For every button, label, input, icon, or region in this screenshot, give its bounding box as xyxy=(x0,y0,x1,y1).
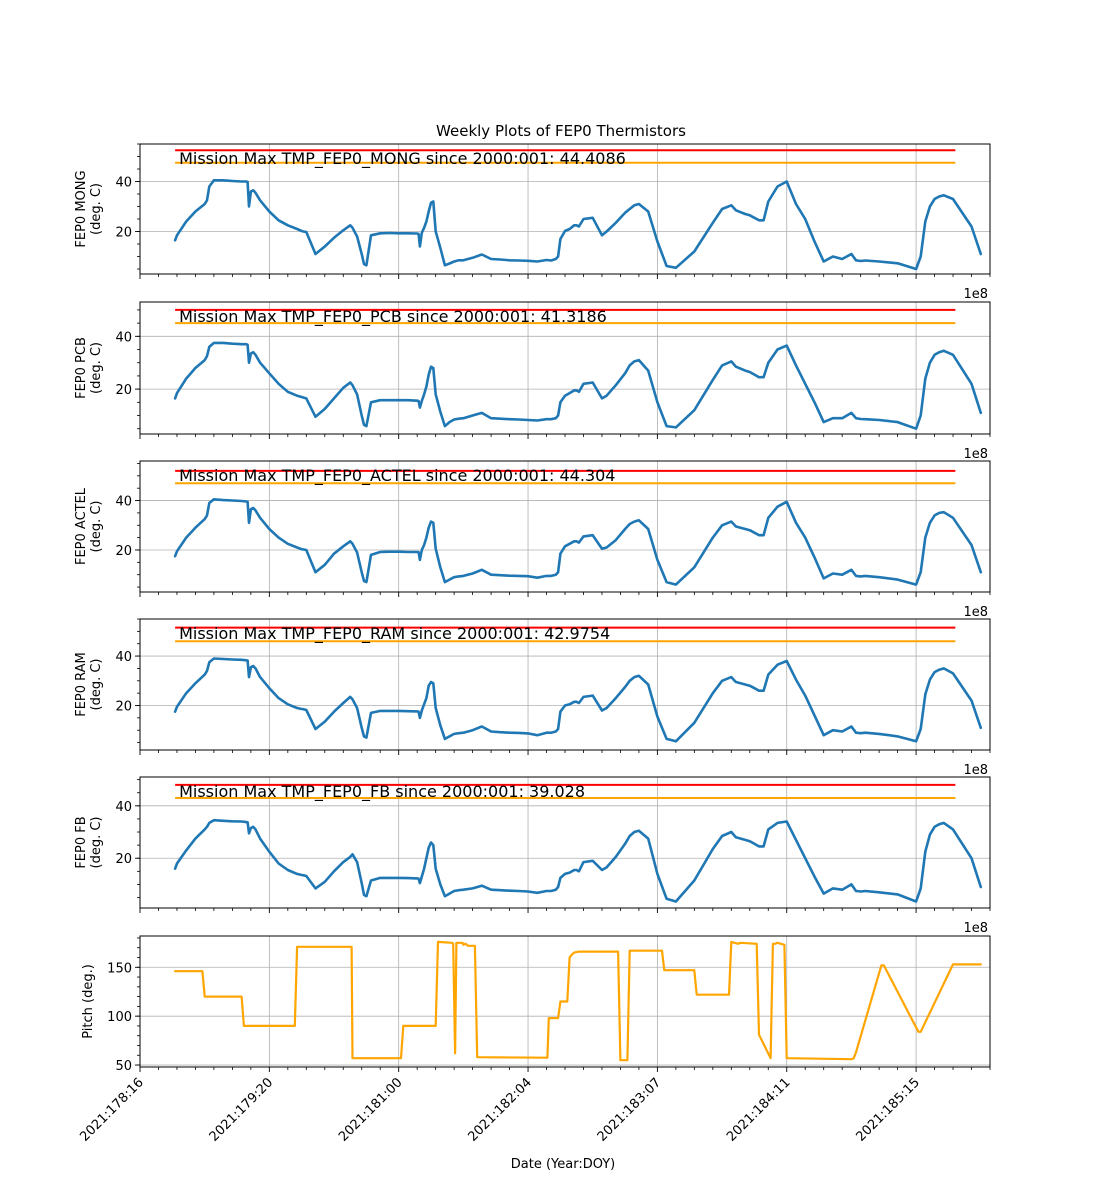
y-axis-unit-label: (deg. C) xyxy=(89,659,104,711)
y-tick-label: 50 xyxy=(115,1059,132,1074)
panel-3: 20 40 FEP0 ACTEL (deg. C) Mission Max TMP_FE… xyxy=(74,460,991,620)
series-line xyxy=(173,179,983,271)
y-tick-label: 100 xyxy=(107,1010,132,1025)
x-tick-label: 2021:179:20 xyxy=(207,1075,276,1144)
y-tick-label: 40 xyxy=(115,176,132,191)
y-axis-unit-label: (deg. C) xyxy=(89,817,104,869)
y-tick-label: 20 xyxy=(115,700,132,715)
offset-text: 1e8 xyxy=(963,921,988,936)
series-line xyxy=(173,497,983,586)
y-tick-label: 40 xyxy=(115,800,132,815)
panel-6: 50 100 150 Pitch (deg.) 2021:178:16 2021:179:… xyxy=(77,935,991,1145)
mission-max-annotation: Mission Max TMP_FEP0_MONG since 2000:001… xyxy=(179,149,626,169)
mission-max-annotation: Mission Max TMP_FEP0_FB since 2000:001: … xyxy=(179,782,585,802)
axes-frame xyxy=(139,935,991,1068)
x-axis-label: Date (Year:DOY) xyxy=(511,1157,616,1172)
mission-max-annotation: Mission Max TMP_FEP0_RAM since 2000:001:… xyxy=(179,624,610,644)
y-axis-label: FEP0 PCB xyxy=(74,337,89,399)
y-tick-label: 40 xyxy=(115,330,132,345)
offset-text: 1e8 xyxy=(963,287,988,302)
axes-frame xyxy=(139,143,991,275)
panel-1: 20 40 FEP0 MONG (deg. C) Mission Max TMP_FEP… xyxy=(74,143,991,302)
y-axis-label: Pitch (deg.) xyxy=(81,964,96,1039)
y-axis-label: FEP0 FB xyxy=(74,816,89,868)
series-line xyxy=(173,657,983,743)
axes-frame xyxy=(139,460,991,593)
y-tick-label: 20 xyxy=(115,852,132,867)
mission-max-annotation: Mission Max TMP_FEP0_PCB since 2000:001:… xyxy=(179,307,607,327)
y-axis-unit-label: (deg. C) xyxy=(89,501,104,553)
x-tick-label: 2021:181:00 xyxy=(336,1075,405,1144)
chart-title: Weekly Plots of FEP0 Thermistors xyxy=(436,122,686,140)
y-axis-unit-label: (deg. C) xyxy=(89,183,104,235)
axes-frame xyxy=(139,776,991,909)
series-line xyxy=(173,818,983,903)
x-tick-label: 2021:182:04 xyxy=(465,1075,534,1144)
axes-frame xyxy=(139,301,991,435)
offset-text: 1e8 xyxy=(963,605,988,620)
panel-4: 20 40 FEP0 RAM (deg. C) Mission Max TMP_FEP0… xyxy=(74,618,991,778)
mission-max-annotation: Mission Max TMP_FEP0_ACTEL since 2000:00… xyxy=(179,466,615,486)
offset-text: 1e8 xyxy=(963,763,988,778)
panel-2: 20 40 FEP0 PCB (deg. C) Mission Max TMP_FEP0… xyxy=(74,301,991,462)
y-tick-label: 40 xyxy=(115,495,132,510)
panel-5: 20 40 FEP0 FB (deg. C) Mission Max TMP_FEP0_… xyxy=(74,776,991,936)
series-line xyxy=(173,341,983,431)
series-line xyxy=(174,940,982,1062)
y-tick-label: 150 xyxy=(107,961,132,976)
y-axis-label: FEP0 RAM xyxy=(74,652,89,717)
y-tick-label: 40 xyxy=(115,650,132,665)
y-tick-label: 20 xyxy=(115,226,132,241)
x-tick-label: 2021:184:11 xyxy=(724,1075,793,1144)
y-axis-label: FEP0 ACTEL xyxy=(74,487,89,565)
y-tick-label: 20 xyxy=(115,544,132,559)
y-tick-label: 20 xyxy=(115,383,132,398)
x-tick-label: 2021:183:07 xyxy=(595,1075,664,1144)
y-axis-unit-label: (deg. C) xyxy=(89,342,104,394)
offset-text: 1e8 xyxy=(963,447,988,462)
y-axis-label: FEP0 MONG xyxy=(74,170,89,247)
x-tick-label: 2021:185:15 xyxy=(853,1075,922,1144)
x-tick-label: 2021:178:16 xyxy=(77,1075,146,1144)
axes-frame xyxy=(139,618,991,751)
